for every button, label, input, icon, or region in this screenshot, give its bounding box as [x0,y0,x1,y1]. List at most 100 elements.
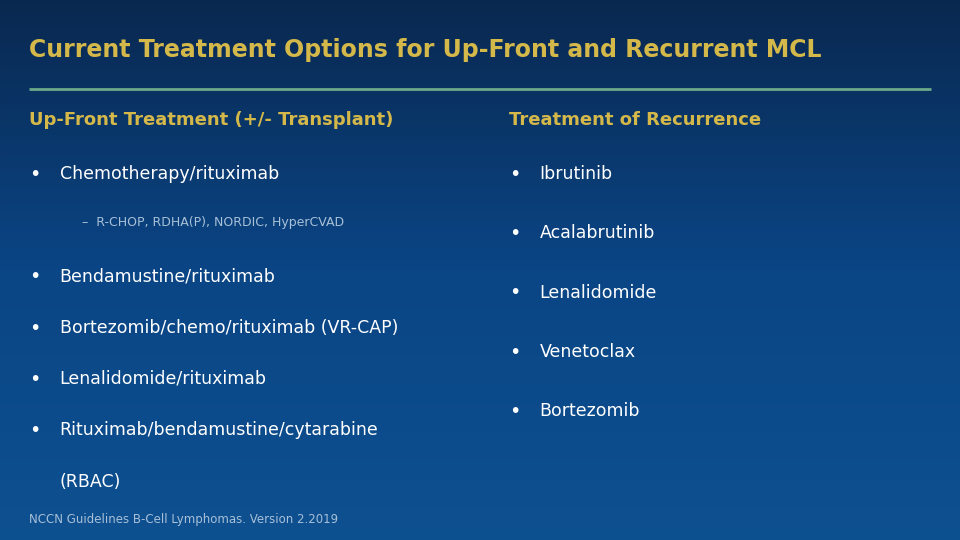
Bar [0,373,960,378]
Text: •: • [509,284,520,302]
Bar [0,389,960,394]
Bar [0,497,960,502]
Bar [0,232,960,238]
Text: Lenalidomide/rituximab: Lenalidomide/rituximab [60,370,267,388]
Bar [0,146,960,151]
Bar [0,518,960,524]
Bar [0,275,960,281]
Text: •: • [29,319,40,338]
Text: Lenalidomide: Lenalidomide [540,284,657,301]
Bar [0,529,960,535]
Bar [0,167,960,173]
Bar [0,481,960,486]
Bar [0,427,960,432]
Bar [0,286,960,292]
Bar [0,65,960,70]
Bar [0,86,960,92]
Bar [0,113,960,119]
Text: NCCN Guidelines B-Cell Lymphomas. Version 2.2019: NCCN Guidelines B-Cell Lymphomas. Versio… [29,514,338,526]
Bar [0,513,960,518]
Bar [0,319,960,324]
Bar [0,475,960,481]
Bar [0,362,960,367]
Bar [0,329,960,335]
Bar [0,151,960,157]
Bar [0,432,960,437]
Bar [0,16,960,22]
Bar [0,400,960,405]
Bar [0,81,960,86]
Text: Ibrutinib: Ibrutinib [540,165,612,183]
Bar [0,27,960,32]
Bar [0,297,960,302]
Text: •: • [29,370,40,389]
Bar [0,459,960,464]
Text: •: • [29,267,40,286]
Bar [0,486,960,491]
Bar [0,292,960,297]
Text: Acalabrutinib: Acalabrutinib [540,224,655,242]
Bar [0,351,960,356]
Bar [0,470,960,475]
Bar [0,454,960,459]
Bar [0,416,960,421]
Bar [0,221,960,227]
Bar [0,227,960,232]
Bar [0,394,960,400]
Bar [0,243,960,248]
Bar [0,308,960,313]
Bar [0,410,960,416]
Bar [0,140,960,146]
Bar [0,211,960,216]
Bar [0,103,960,108]
Bar [0,524,960,529]
Bar [0,76,960,81]
Bar [0,464,960,470]
Text: –  R-CHOP, RDHA(P), NORDIC, HyperCVAD: – R-CHOP, RDHA(P), NORDIC, HyperCVAD [82,216,344,229]
Bar [0,178,960,184]
Bar [0,448,960,454]
Bar [0,356,960,362]
Text: •: • [509,343,520,362]
Bar [0,38,960,43]
Bar [0,59,960,65]
Bar [0,405,960,410]
Bar [0,254,960,259]
Bar [0,92,960,97]
Bar [0,135,960,140]
Bar [0,383,960,389]
Bar [0,119,960,124]
Bar [0,259,960,265]
Bar [0,346,960,351]
Bar [0,54,960,59]
Bar [0,0,960,5]
Text: •: • [509,402,520,421]
Text: Current Treatment Options for Up-Front and Recurrent MCL: Current Treatment Options for Up-Front a… [29,38,822,62]
Bar [0,340,960,346]
Text: Bortezomib: Bortezomib [540,402,640,420]
Bar [0,32,960,38]
Bar [0,49,960,54]
Text: Treatment of Recurrence: Treatment of Recurrence [509,111,761,129]
Text: (RBAC): (RBAC) [60,472,121,490]
Bar [0,124,960,130]
Bar [0,270,960,275]
Bar [0,162,960,167]
Bar [0,205,960,211]
Bar [0,216,960,221]
Bar [0,108,960,113]
Bar [0,443,960,448]
Text: •: • [509,165,520,184]
Text: Chemotherapy/rituximab: Chemotherapy/rituximab [60,165,278,183]
Bar [0,367,960,373]
Bar [0,5,960,11]
Bar [0,200,960,205]
Bar [0,324,960,329]
Text: •: • [29,165,40,184]
Bar [0,502,960,508]
Bar [0,437,960,443]
Text: Bortezomib/chemo/rituximab (VR-CAP): Bortezomib/chemo/rituximab (VR-CAP) [60,319,397,336]
Bar [0,535,960,540]
Bar [0,248,960,254]
Bar [0,335,960,340]
